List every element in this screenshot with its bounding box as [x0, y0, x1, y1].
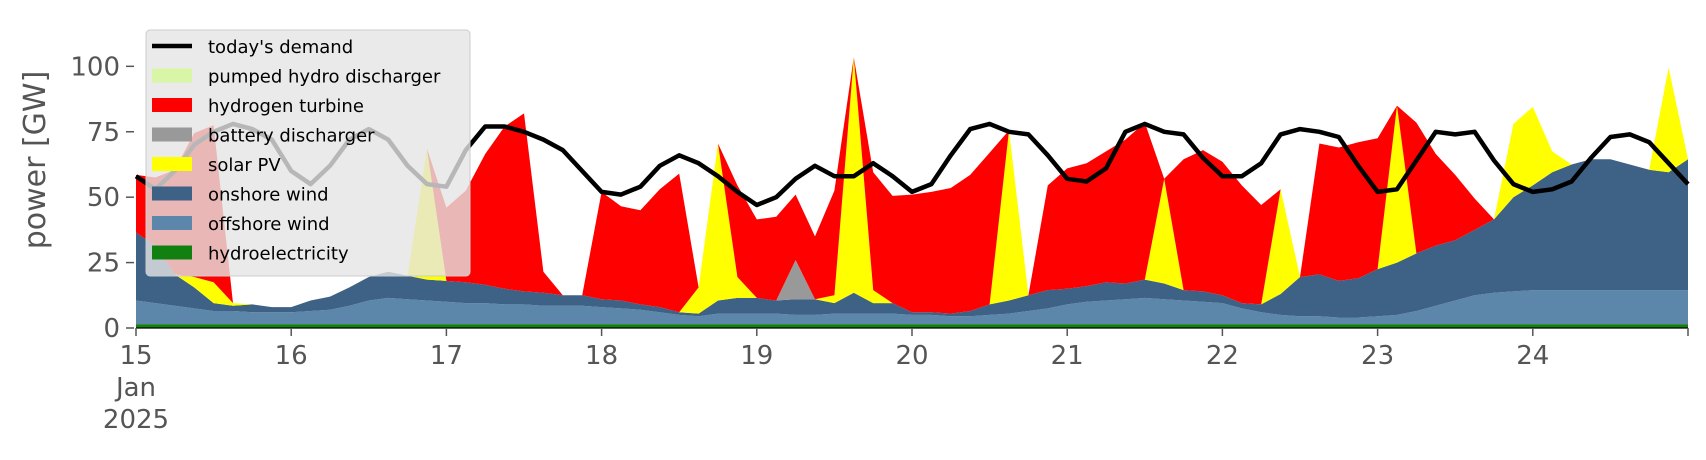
x-tick-label: 15 — [119, 341, 152, 371]
legend-box — [145, 29, 471, 277]
legend-label: today's demand — [208, 37, 353, 58]
x-tick-label: 21 — [1051, 341, 1084, 371]
y-tick-label: 75 — [87, 118, 120, 148]
legend-label: onshore wind — [208, 185, 329, 206]
legend-label: hydroelectricity — [208, 244, 349, 265]
legend-swatch — [152, 186, 192, 201]
x-tick-label: 17 — [430, 341, 463, 371]
legend-swatch — [152, 127, 192, 142]
legend-label: pumped hydro discharger — [208, 67, 441, 88]
legend: today's demand pumped hydro discharger hyd… — [145, 29, 471, 277]
legend-swatch — [152, 98, 192, 112]
area-onshore-wind — [136, 159, 1688, 318]
legend-label: offshore wind — [208, 214, 330, 235]
y-axis-title: power [GW] — [18, 71, 53, 250]
y-tick-label: 100 — [70, 52, 120, 82]
area-offshore-wind — [136, 290, 1688, 325]
legend-swatch — [152, 157, 192, 171]
x-tick-label: Jan — [114, 373, 156, 403]
x-tick-label: 24 — [1516, 341, 1549, 371]
legend-swatch — [152, 68, 192, 83]
legend-swatch — [152, 216, 192, 230]
stacked-areas — [136, 57, 1688, 328]
legend-swatch — [152, 245, 192, 260]
area-hydrogen-turbine — [136, 57, 1688, 314]
x-tick-label: 19 — [740, 341, 773, 371]
x-tick-label: 20 — [895, 341, 928, 371]
x-tick-label: 2025 — [103, 405, 169, 435]
y-tick-label: 0 — [103, 314, 120, 344]
x-tick-label: 22 — [1206, 341, 1239, 371]
legend-label: hydrogen turbine — [208, 96, 364, 117]
x-tick-label: 23 — [1361, 341, 1394, 371]
legend-label: battery discharger — [208, 126, 375, 147]
legend-label: solar PV — [208, 155, 281, 176]
y-tick-label: 25 — [87, 249, 120, 279]
area-hydroelectricity — [136, 324, 1688, 328]
x-tick-label: 16 — [275, 341, 308, 371]
x-tick-label: 18 — [585, 341, 618, 371]
y-tick-label: 50 — [87, 183, 120, 213]
